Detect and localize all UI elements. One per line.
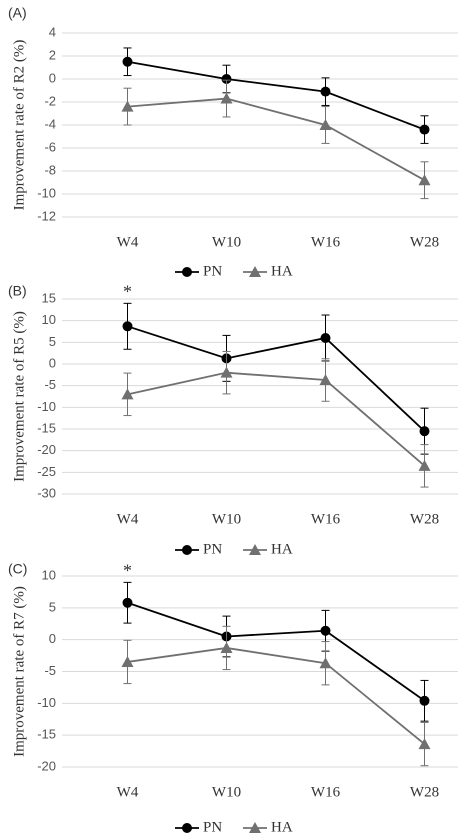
series-line: [127, 97, 425, 181]
legend-marker: [249, 822, 261, 833]
series-line: [127, 60, 425, 131]
x-tick-label: W28: [410, 784, 439, 800]
y-tick-label: 0: [49, 631, 56, 646]
point: [418, 738, 431, 750]
x-tick-label: W16: [311, 234, 341, 250]
legend-label: HA: [271, 819, 293, 834]
x-tick-label: W10: [212, 511, 241, 527]
y-tick-label: -4: [44, 116, 56, 131]
point: [320, 86, 331, 97]
legend-marker: [182, 823, 192, 833]
point: [121, 655, 134, 667]
panel-label: (C): [8, 561, 27, 577]
panel-label: (A): [8, 5, 27, 21]
series-line: [127, 601, 426, 702]
point: [220, 641, 233, 653]
x-tick-label: W28: [410, 511, 439, 527]
y-tick-label: -5: [44, 663, 56, 678]
y-tick-label: -5: [44, 377, 56, 392]
y-tick-label: -8: [44, 162, 56, 177]
legend-label: HA: [271, 541, 293, 557]
legend-marker: [249, 266, 261, 277]
point: [221, 74, 232, 84]
y-tick-label: -6: [44, 139, 56, 154]
y-tick-label: -25: [37, 464, 56, 479]
y-tick-label: -15: [37, 727, 56, 742]
point: [121, 388, 134, 400]
point: [419, 695, 430, 706]
y-tick-label: -15: [37, 420, 56, 435]
y-tick-label: 4: [49, 24, 56, 39]
y-tick-label: 10: [42, 312, 56, 327]
x-tick-label: W16: [311, 784, 341, 800]
legend-label: PN: [203, 541, 222, 557]
y-tick-label: 5: [49, 334, 56, 349]
x-tick-label: W4: [117, 784, 139, 800]
y-tick-label: -10: [37, 399, 56, 414]
point: [220, 92, 233, 104]
point: [319, 119, 332, 130]
y-axis-label: Improvement rate of R5 (%): [11, 311, 27, 482]
point: [418, 174, 431, 186]
series-line: [127, 371, 426, 467]
point: [418, 459, 431, 471]
y-tick-label: 10: [42, 567, 56, 582]
point: [419, 124, 430, 135]
y-tick-label: 5: [49, 599, 56, 614]
point: [419, 426, 430, 437]
annotation: *: [123, 560, 132, 580]
point: [121, 100, 134, 112]
annotation: *: [123, 281, 132, 301]
x-tick-label: W10: [212, 234, 241, 250]
x-tick-label: W16: [311, 511, 341, 527]
point: [320, 333, 331, 343]
y-tick-label: -20: [37, 758, 56, 773]
x-tick-label: W4: [117, 234, 139, 250]
legend-marker: [182, 267, 192, 277]
point: [122, 321, 133, 332]
series-line: [127, 325, 426, 432]
y-tick-label: -10: [37, 695, 56, 710]
y-tick-label: 2: [49, 47, 56, 62]
y-tick-label: -30: [37, 485, 56, 500]
legend-marker: [182, 545, 192, 555]
y-tick-label: -20: [37, 442, 56, 457]
series-line: [127, 647, 426, 745]
legend-marker: [249, 544, 261, 555]
x-tick-label: W10: [212, 784, 241, 800]
panel-label: (B): [8, 283, 27, 299]
point: [319, 374, 332, 386]
y-tick-label: -2: [44, 93, 56, 108]
point: [320, 625, 331, 636]
y-tick-label: 0: [49, 355, 56, 370]
x-tick-label: W4: [117, 511, 139, 527]
legend-label: PN: [203, 819, 222, 834]
point: [220, 366, 233, 378]
x-tick-label: W28: [410, 234, 439, 250]
point: [122, 56, 133, 67]
legend-label: HA: [271, 263, 293, 279]
y-tick-label: -10: [37, 185, 56, 200]
point: [122, 597, 133, 608]
y-tick-label: 0: [49, 70, 56, 85]
point: [319, 657, 332, 669]
y-axis-label: Improvement rate of R2 (%): [11, 40, 27, 211]
legend-label: PN: [203, 263, 222, 279]
y-tick-label: -12: [37, 208, 56, 223]
y-tick-label: 15: [42, 290, 56, 305]
y-axis-label: Improvement rate of R7 (%): [11, 586, 27, 757]
